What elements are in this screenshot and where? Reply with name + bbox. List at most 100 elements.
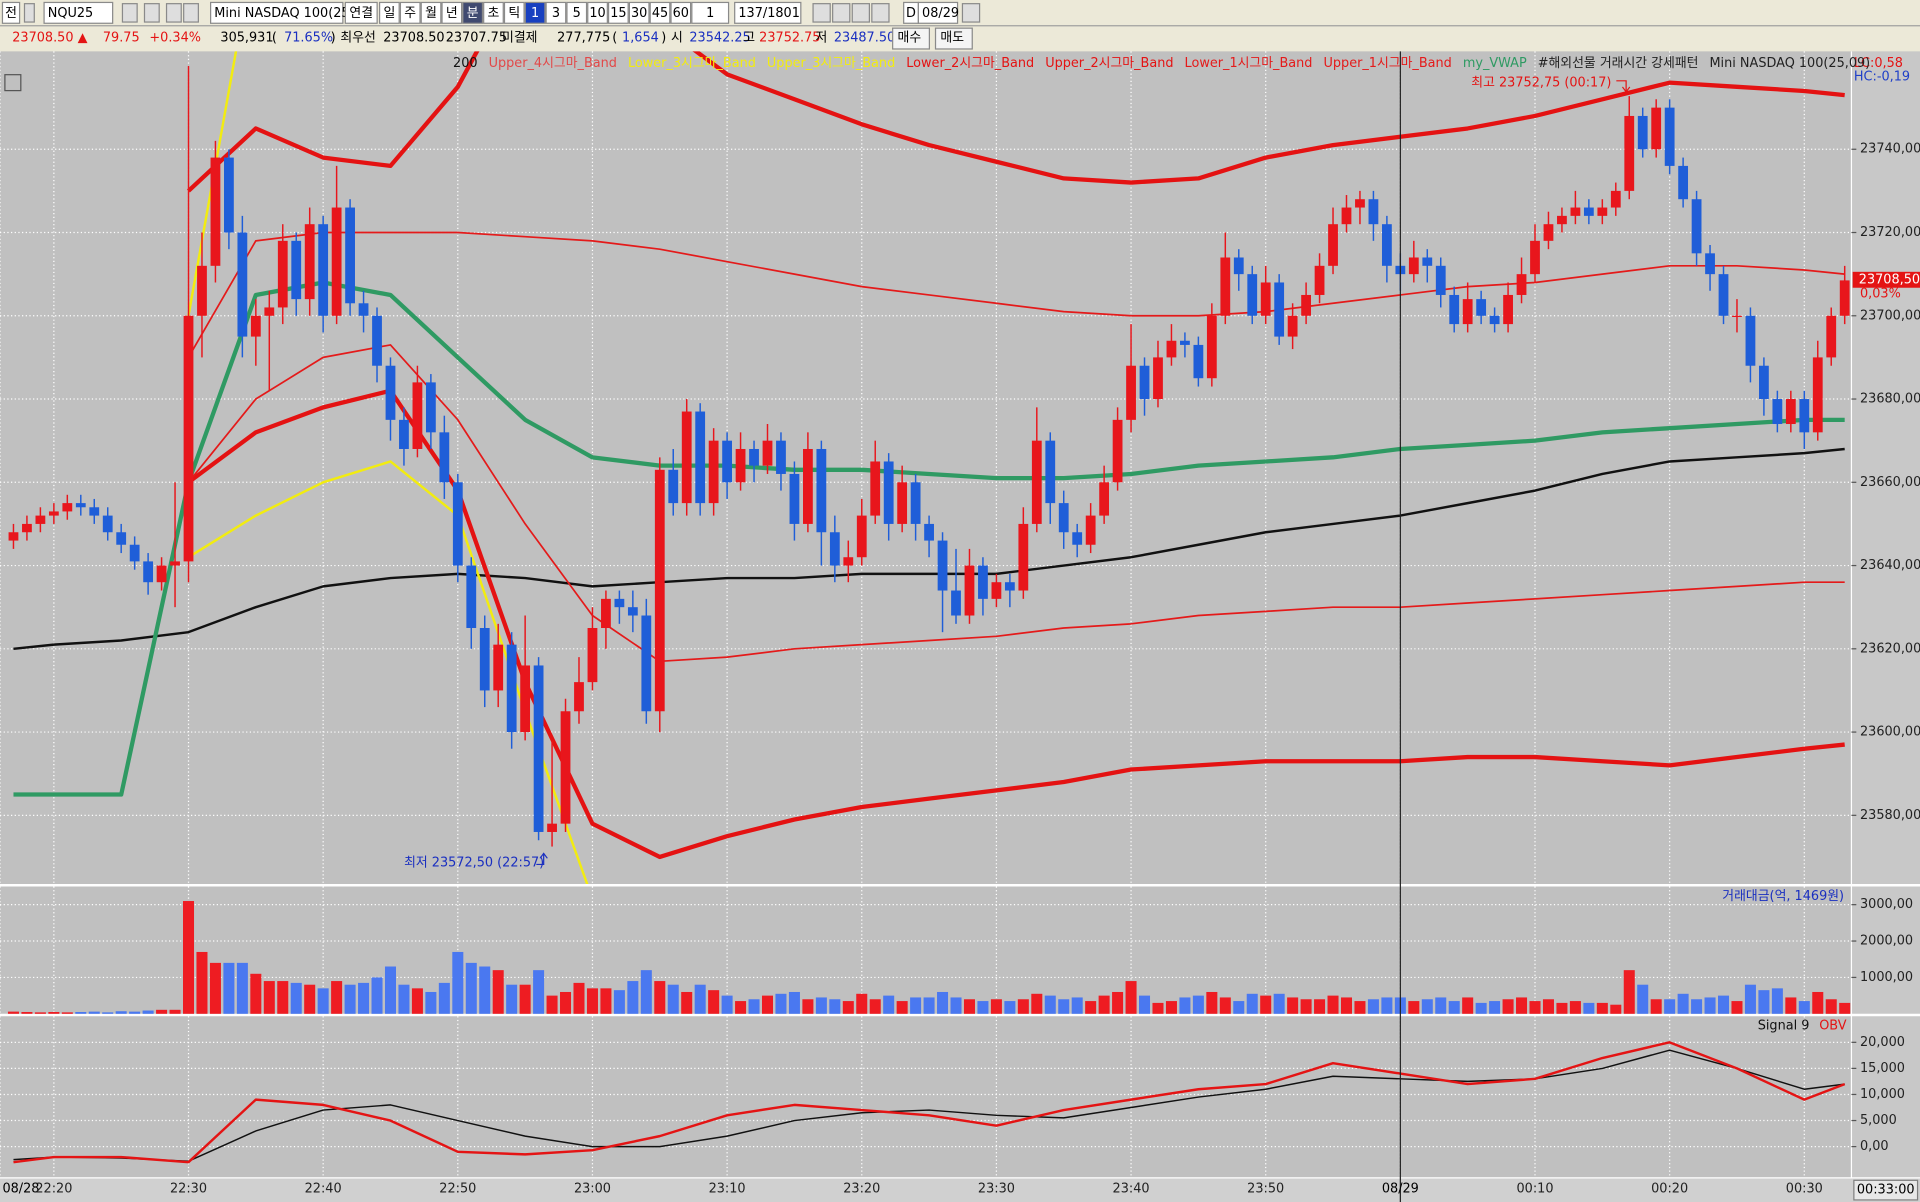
toolbar-label: 초 bbox=[488, 6, 500, 21]
toolbar-button[interactable] bbox=[420, 1, 442, 24]
toolbar-button[interactable] bbox=[607, 1, 629, 24]
toolbar-button[interactable] bbox=[545, 1, 567, 24]
legend-entry: Mini NASDAQ 100(25,09) bbox=[1709, 56, 1870, 71]
volume-bar bbox=[1677, 993, 1689, 1014]
candle-body bbox=[1099, 482, 1110, 516]
candle-body bbox=[1085, 515, 1096, 545]
candle-body bbox=[749, 448, 759, 466]
volume-bar bbox=[384, 966, 396, 1014]
candle-body bbox=[143, 561, 154, 583]
toolbar-button[interactable] bbox=[734, 1, 802, 24]
toolbar-icon[interactable] bbox=[832, 3, 851, 23]
toolbar-button[interactable] bbox=[210, 1, 344, 24]
candle-body bbox=[385, 365, 396, 420]
candle-body bbox=[1745, 315, 1756, 366]
candle-body bbox=[22, 523, 32, 533]
candle-body bbox=[452, 482, 463, 566]
toolbar-label: 틱 bbox=[508, 6, 520, 21]
panel-icon[interactable] bbox=[4, 74, 22, 92]
toolbar-icon[interactable] bbox=[851, 3, 870, 23]
toolbar-button[interactable] bbox=[378, 1, 400, 24]
candle-body bbox=[1637, 115, 1648, 150]
volume-bar bbox=[1718, 995, 1730, 1014]
toolbar-button[interactable] bbox=[649, 1, 671, 24]
y-tick-label: 23640,00 bbox=[1860, 558, 1920, 573]
candle-body bbox=[345, 207, 355, 304]
candle-body bbox=[1651, 107, 1662, 150]
volume-bar bbox=[937, 991, 949, 1014]
toolbar-icon[interactable] bbox=[961, 3, 981, 23]
toolbar-icon[interactable] bbox=[165, 3, 182, 23]
candle-body bbox=[641, 615, 652, 712]
x-tick-label: 23:50 bbox=[1247, 1181, 1284, 1196]
candle-body bbox=[1543, 224, 1554, 241]
volume-bar bbox=[573, 982, 585, 1014]
toolbar-button[interactable] bbox=[483, 1, 504, 24]
candle-body bbox=[1516, 274, 1527, 295]
volume-bar bbox=[1758, 990, 1770, 1014]
volume-bar bbox=[533, 970, 545, 1014]
candle-body bbox=[951, 590, 961, 616]
candle-body bbox=[48, 511, 59, 516]
toolbar-button[interactable] bbox=[524, 1, 546, 24]
toolbar-value: 23708.50 bbox=[383, 30, 444, 45]
toolbar-button[interactable] bbox=[399, 1, 421, 24]
toolbar-button[interactable] bbox=[934, 27, 973, 50]
toolbar-button[interactable] bbox=[917, 1, 959, 24]
right-axis bbox=[1851, 51, 1920, 1178]
volume-bar bbox=[1044, 995, 1056, 1014]
y-tick-label: 20,000 bbox=[1860, 1035, 1905, 1050]
candle-body bbox=[1126, 365, 1136, 420]
candle-body bbox=[1812, 357, 1823, 433]
toolbar-button[interactable] bbox=[441, 1, 463, 24]
toolbar-button[interactable] bbox=[587, 1, 608, 24]
volume-bar bbox=[209, 962, 221, 1014]
toolbar-label: 15 bbox=[610, 6, 626, 21]
cursor-time: 00:33:00 bbox=[1857, 1183, 1915, 1198]
volume-bar bbox=[869, 999, 881, 1014]
volume-bar bbox=[1246, 993, 1258, 1014]
volume-bar bbox=[654, 981, 666, 1014]
toolbar-icon[interactable] bbox=[121, 3, 138, 23]
toolbar-button[interactable] bbox=[344, 1, 378, 24]
candle-body bbox=[75, 503, 86, 508]
toolbar-button[interactable] bbox=[1, 1, 21, 24]
candle-body bbox=[547, 823, 557, 832]
legend-entry: Upper_2시그마_Band bbox=[1045, 56, 1173, 71]
toolbar-button[interactable] bbox=[566, 1, 588, 24]
candle-body bbox=[1112, 419, 1123, 483]
volume-bar bbox=[883, 995, 895, 1014]
toolbar-button[interactable] bbox=[691, 1, 730, 24]
y-tick-label: 2000,00 bbox=[1860, 934, 1913, 949]
candle-body bbox=[183, 315, 194, 562]
toolbar-button[interactable] bbox=[462, 1, 484, 24]
toolbar-button[interactable] bbox=[628, 1, 650, 24]
toolbar-icon[interactable] bbox=[812, 3, 831, 23]
toolbar-button[interactable] bbox=[503, 1, 525, 24]
toolbar-icon[interactable] bbox=[23, 3, 35, 23]
toolbar-icon[interactable] bbox=[871, 3, 890, 23]
toolbar-button[interactable] bbox=[43, 1, 114, 24]
toolbar-label: 137/1801 bbox=[738, 6, 800, 21]
toolbar-icon[interactable] bbox=[143, 3, 160, 23]
volume-bar bbox=[1233, 1001, 1245, 1014]
legend-entry: Lower_3시그마_Band bbox=[628, 56, 756, 71]
volume-bar bbox=[842, 1001, 854, 1014]
candle-body bbox=[1489, 315, 1500, 325]
toolbar-button[interactable] bbox=[892, 27, 930, 50]
volume-bar bbox=[75, 1011, 87, 1014]
main-panel bbox=[0, 51, 1852, 885]
volume-bar bbox=[465, 962, 477, 1014]
volume-bar bbox=[1085, 1001, 1097, 1014]
obv-plot bbox=[13, 1041, 1846, 1164]
x-tick-label: 23:10 bbox=[709, 1181, 746, 1196]
volume-bar bbox=[156, 1009, 168, 1014]
candle-body bbox=[1301, 294, 1311, 316]
candle-body bbox=[654, 469, 665, 712]
toolbar-button[interactable] bbox=[670, 1, 692, 24]
candle-body bbox=[1368, 199, 1379, 225]
volume-bar bbox=[963, 999, 975, 1014]
toolbar-icon[interactable] bbox=[183, 3, 199, 23]
volume-bar bbox=[331, 981, 343, 1014]
candle-body bbox=[1597, 207, 1608, 216]
